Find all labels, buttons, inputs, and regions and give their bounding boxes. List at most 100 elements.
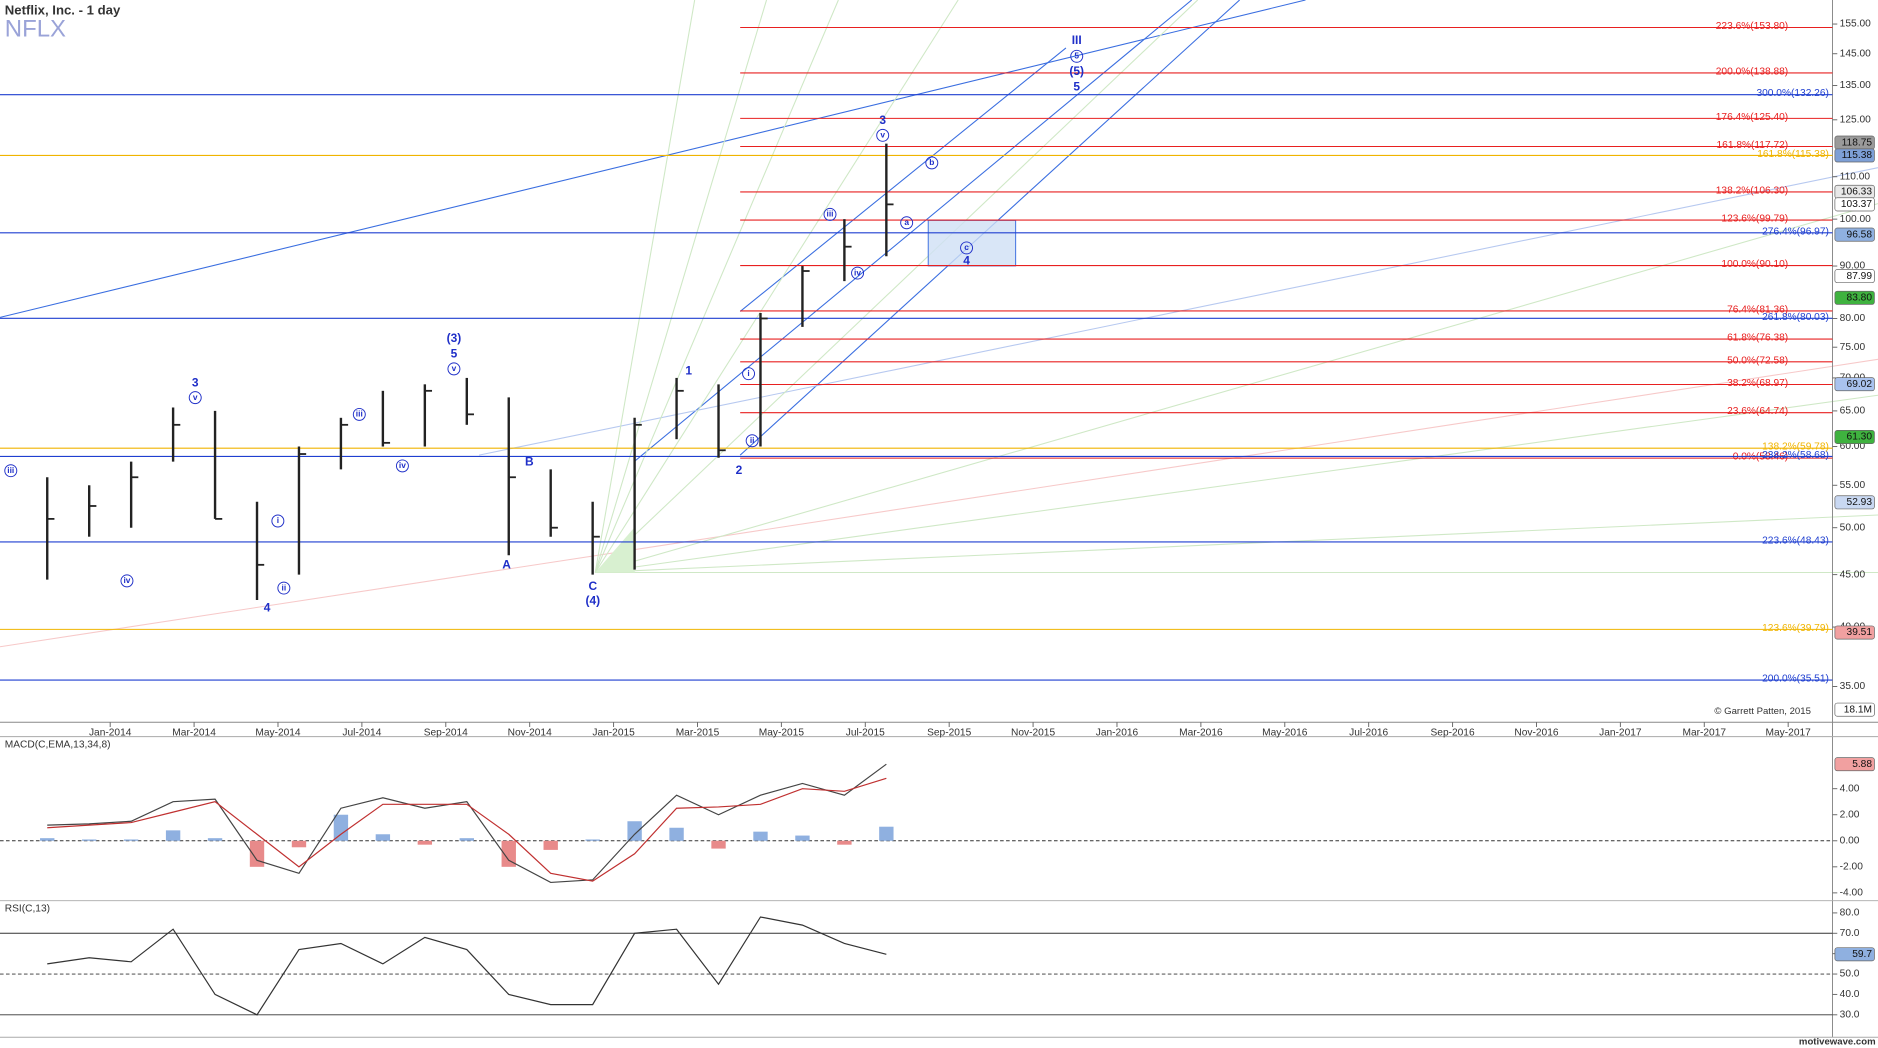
x-tick-label: May-2016 (1262, 728, 1308, 739)
y-tick-label: 135.00 (1840, 80, 1871, 91)
wave-label: b (929, 157, 934, 167)
wave-label: v (880, 130, 885, 140)
histogram-bar (165, 830, 181, 841)
x-tick-label: Jan-2017 (1599, 728, 1642, 739)
wave-circle (900, 216, 914, 230)
value-badge-label: 61.30 (1847, 432, 1873, 443)
histogram-bar (417, 840, 433, 845)
fib-level-label: 123.6%(99.79) (1721, 214, 1788, 225)
volume-badge (1834, 702, 1875, 717)
value-badge-label: 69.02 (1847, 379, 1873, 390)
wave-circle (188, 391, 202, 405)
fib-level-label: 138.2%(59.78) (1762, 442, 1829, 453)
y-tick-label: 145.00 (1840, 48, 1871, 59)
wave-label: iv (399, 460, 406, 470)
x-tick-label: Jul-2015 (846, 728, 885, 739)
wave-label: 5 (1074, 51, 1079, 61)
fib-level-label: 100.0%(90.10) (1721, 259, 1788, 270)
value-badge (1834, 430, 1875, 444)
fib-level-label: 300.0%(132.26) (1757, 88, 1829, 99)
value-badge-label: 103.37 (1841, 199, 1872, 210)
value-badge-label: 96.58 (1847, 229, 1873, 240)
panel-title: MACD(C,EMA,13,34,8) (5, 740, 111, 751)
symbol: NFLX (5, 15, 66, 42)
wave-label: v (193, 392, 198, 402)
histogram-bar (711, 840, 726, 849)
wave-label: iii (827, 209, 834, 219)
fib-level-label: 61.8%(76.38) (1727, 333, 1788, 344)
value-badge (1834, 947, 1875, 962)
y-tick-label: 75.00 (1840, 342, 1866, 353)
fib-level-label: 276.4%(96.97) (1762, 226, 1829, 237)
x-tick-label: Sep-2016 (1431, 728, 1475, 739)
y-tick-label: 65.00 (1840, 406, 1866, 417)
wave-label: 1 (685, 363, 692, 377)
wave-label: (5) (1069, 64, 1084, 78)
fib-level-label: 123.6%(39.79) (1762, 623, 1829, 634)
histogram-bar (795, 835, 810, 841)
wave-label: ii (282, 582, 287, 592)
rsi-line (47, 916, 887, 1016)
wave-label: 5 (451, 347, 458, 361)
wave-circle (277, 581, 291, 595)
wave-label: iii (356, 409, 363, 419)
x-tick-label: Jan-2016 (1096, 728, 1139, 739)
wave-label: c (964, 242, 969, 252)
wave-circle (925, 156, 939, 170)
x-tick-label: Mar-2015 (676, 728, 720, 739)
wave-label: v (452, 363, 457, 373)
y-tick-label: 40.0 (1840, 989, 1860, 1000)
fib-level-label: 261.8%(80.03) (1762, 312, 1829, 323)
value-badge (1834, 495, 1875, 510)
x-tick-label: Nov-2014 (508, 728, 552, 739)
x-tick-label: May-2014 (255, 728, 301, 739)
fib-level-label: 200.0%(138.88) (1716, 66, 1788, 77)
y-tick-label: 125.00 (1840, 114, 1871, 125)
y-tick-label: 4.00 (1840, 783, 1860, 794)
fib-level-label: 161.8%(115.38) (1757, 149, 1829, 160)
y-tick-label: -4.00 (1840, 888, 1864, 899)
value-badge (1834, 757, 1875, 772)
value-badge (1834, 227, 1875, 242)
wave-label: iv (854, 267, 861, 277)
histogram-bar (669, 827, 684, 841)
x-tick-label: Mar-2016 (1179, 728, 1223, 739)
histogram-bar (207, 838, 223, 841)
wave-label: (4) (586, 593, 601, 607)
y-tick-label: 2.00 (1840, 809, 1860, 820)
wave-circle (271, 514, 285, 528)
wave-circle (1070, 49, 1084, 63)
wave-label: 3 (192, 375, 199, 389)
value-badge-label: 59.7 (1852, 949, 1872, 960)
y-tick-label: 80.00 (1840, 313, 1866, 324)
wave-label: 5 (1073, 80, 1080, 94)
wave-label: a (904, 217, 909, 227)
y-tick-label: 0.00 (1840, 835, 1860, 846)
histogram-bar (375, 834, 391, 841)
histogram-bar (501, 840, 516, 867)
histogram-bar (40, 838, 55, 841)
y-tick-label: 90.00 (1840, 261, 1866, 272)
wave-circle (4, 464, 18, 478)
x-tick-label: Jul-2016 (1349, 728, 1388, 739)
histogram-bar (585, 839, 600, 841)
fib-level-label: 223.6%(153.80) (1716, 21, 1788, 32)
chart-title: Netflix, Inc. - 1 day (5, 2, 121, 17)
fib-level-label: 238.2%(58.68) (1762, 450, 1829, 461)
y-tick-label: 45.00 (1840, 569, 1866, 580)
fib-level-label: 223.6%(48.43) (1762, 535, 1829, 546)
wave-circle (352, 407, 366, 421)
wave-circle (745, 434, 759, 448)
histogram-bar (543, 840, 558, 850)
fib-level-label: 76.4%(81.36) (1727, 304, 1788, 315)
wave-label: i (277, 515, 279, 525)
wave-circle (742, 367, 756, 381)
y-tick-label: 70.0 (1840, 928, 1860, 939)
y-tick-label: 35.00 (1840, 681, 1866, 692)
y-tick-label: 55.00 (1840, 480, 1866, 491)
value-badge (1834, 269, 1875, 284)
wave-label: 4 (963, 253, 970, 267)
y-tick-label: -2.00 (1840, 862, 1864, 873)
